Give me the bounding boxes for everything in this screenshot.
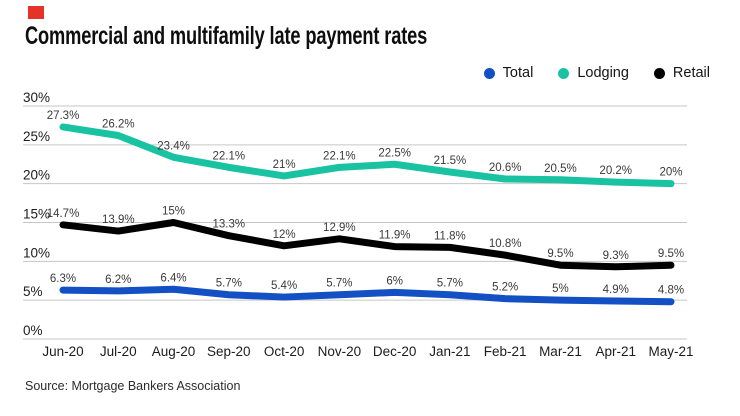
x-axis-tick-label: Mar-21 bbox=[539, 344, 582, 359]
data-label-retail: 13.9% bbox=[102, 214, 135, 226]
legend-label: Total bbox=[502, 65, 534, 81]
y-axis-tick-label: 30% bbox=[23, 90, 50, 105]
legend: Total Lodging Retail bbox=[483, 63, 710, 83]
series-line-lodging bbox=[59, 123, 675, 188]
legend-dot-lodging bbox=[558, 67, 570, 79]
legend-label: Retail bbox=[672, 65, 710, 81]
y-axis-tick-label: 15% bbox=[23, 207, 50, 222]
y-axis-tick-label: 10% bbox=[23, 245, 50, 260]
data-label-total: 6.3% bbox=[50, 273, 76, 285]
data-label-lodging: 21% bbox=[273, 159, 296, 171]
data-label-lodging: 20.2% bbox=[599, 165, 632, 177]
data-label-total: 5.7% bbox=[437, 278, 463, 290]
data-label-retail: 13.3% bbox=[213, 219, 246, 231]
x-axis-tick-label: Sep-20 bbox=[207, 344, 251, 359]
data-label-retail: 12.9% bbox=[323, 222, 356, 234]
data-label-total: 6.2% bbox=[105, 274, 131, 286]
data-label-total: 5.2% bbox=[492, 282, 518, 294]
data-label-lodging: 22.1% bbox=[213, 150, 246, 162]
x-axis-tick-label: Jul-20 bbox=[100, 344, 137, 359]
source-note: Source: Mortgage Bankers Association bbox=[25, 379, 241, 393]
data-label-total: 6% bbox=[386, 275, 403, 287]
y-axis-tick-label: 20% bbox=[23, 168, 50, 183]
data-label-total: 6.4% bbox=[160, 272, 186, 284]
chart-title: Commercial and multifamily late payment … bbox=[25, 22, 428, 50]
data-label-lodging: 22.5% bbox=[378, 147, 411, 159]
series-line-total bbox=[59, 285, 675, 306]
brand-mark bbox=[28, 6, 44, 19]
y-axis-tick-label: 25% bbox=[23, 129, 50, 144]
series-line-retail bbox=[59, 219, 675, 271]
legend-item-retail: Retail bbox=[653, 65, 710, 81]
data-label-total: 4.8% bbox=[658, 285, 684, 297]
data-label-total: 5% bbox=[552, 283, 569, 295]
data-label-total: 5.7% bbox=[216, 278, 242, 290]
data-label-retail: 10.8% bbox=[489, 238, 522, 250]
x-axis-tick-label: Jun-20 bbox=[42, 344, 83, 359]
x-axis-tick-label: Dec-20 bbox=[373, 344, 417, 359]
data-label-retail: 14.7% bbox=[47, 208, 80, 220]
data-label-lodging: 23.4% bbox=[157, 140, 190, 152]
x-axis-tick-label: Feb-21 bbox=[484, 344, 527, 359]
data-label-lodging: 22.1% bbox=[323, 150, 356, 162]
legend-dot-total bbox=[483, 67, 495, 79]
data-label-lodging: 20.6% bbox=[489, 162, 522, 174]
data-label-retail: 9.3% bbox=[603, 250, 629, 262]
data-label-lodging: 20.5% bbox=[544, 163, 577, 175]
legend-dot-retail bbox=[653, 67, 665, 79]
data-label-lodging: 27.3% bbox=[47, 110, 80, 122]
data-label-retail: 12% bbox=[273, 229, 296, 241]
x-axis-tick-label: Aug-20 bbox=[152, 344, 196, 359]
y-axis-tick-label: 0% bbox=[23, 323, 43, 338]
x-axis-tick-label: Oct-20 bbox=[264, 344, 305, 359]
data-label-total: 5.4% bbox=[271, 280, 297, 292]
x-axis-tick-label: May-21 bbox=[648, 344, 693, 359]
y-axis-tick-label: 5% bbox=[23, 284, 43, 299]
data-label-total: 5.7% bbox=[326, 278, 352, 290]
data-label-lodging: 20% bbox=[659, 167, 682, 179]
legend-item-lodging: Lodging bbox=[558, 65, 629, 81]
x-axis-tick-label: Nov-20 bbox=[318, 344, 362, 359]
data-label-retail: 11.8% bbox=[434, 230, 466, 242]
data-label-retail: 9.5% bbox=[547, 248, 573, 260]
data-label-lodging: 26.2% bbox=[102, 119, 135, 131]
legend-label: Lodging bbox=[577, 65, 629, 81]
data-label-retail: 15% bbox=[162, 206, 185, 218]
x-axis-tick-label: Apr-21 bbox=[595, 344, 636, 359]
x-axis-tick-label: Jan-21 bbox=[429, 344, 470, 359]
data-label-lodging: 21.5% bbox=[434, 155, 467, 167]
data-label-retail: 9.5% bbox=[658, 248, 684, 260]
data-label-total: 4.9% bbox=[603, 284, 629, 296]
legend-item-total: Total bbox=[483, 65, 534, 81]
data-label-retail: 11.9% bbox=[379, 230, 411, 242]
